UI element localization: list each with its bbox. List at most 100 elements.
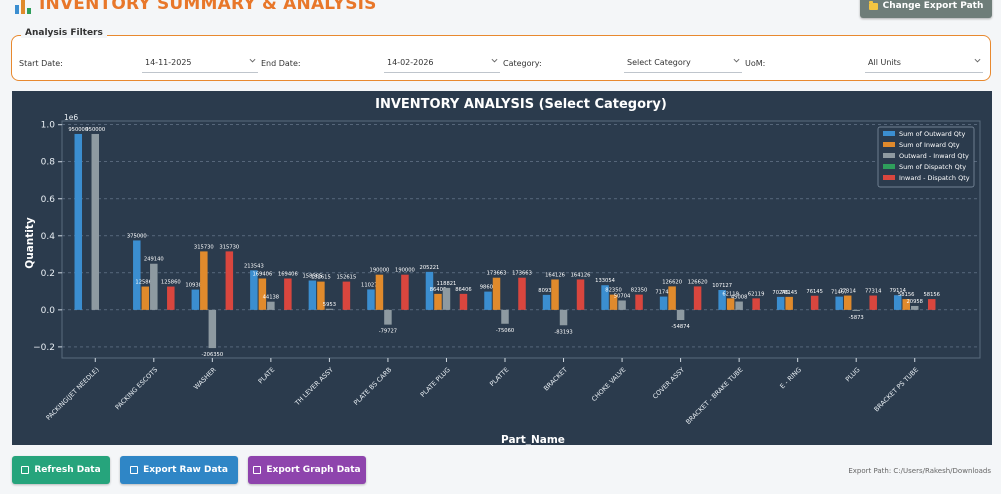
y-tick-label: 0.6 — [41, 195, 56, 205]
uom-select[interactable]: All Units — [865, 53, 983, 73]
bar — [843, 295, 852, 310]
bar — [576, 279, 585, 310]
x-tick-label: CHOKE VALVE — [590, 366, 627, 403]
bar — [191, 289, 200, 310]
chevron-down-icon — [733, 58, 740, 63]
bar — [810, 295, 819, 310]
data-label: 169406 — [278, 271, 298, 277]
data-label: 152615 — [311, 275, 331, 281]
bar — [434, 293, 442, 310]
footer-bar: Refresh Data Export Raw Data Export Grap… — [0, 448, 1001, 494]
x-tick-label: BRACKET - BRAKE TUBE — [684, 366, 744, 426]
data-label: 125860 — [135, 280, 155, 286]
data-label: 315730 — [194, 244, 214, 250]
export-graph-data-button[interactable]: Export Graph Data — [248, 456, 366, 484]
x-tick-label: PLUG — [844, 366, 862, 384]
bar — [317, 281, 325, 310]
bar — [735, 301, 743, 310]
start-date-value: 14-11-2025 — [145, 58, 192, 67]
data-label: 375000 — [127, 233, 147, 239]
bar — [902, 299, 910, 310]
x-tick-label: PLATTE — [488, 366, 510, 388]
bar — [459, 293, 468, 310]
refresh-data-button[interactable]: Refresh Data — [12, 456, 110, 484]
bar — [200, 251, 208, 310]
change-export-path-button[interactable]: Change Export Path — [860, 0, 992, 18]
bar — [601, 285, 609, 310]
bar — [284, 278, 292, 310]
y-tick-label: 1.0 — [41, 121, 56, 131]
bar — [250, 270, 258, 310]
data-label: 205221 — [420, 265, 440, 271]
bar — [668, 286, 676, 310]
data-label: 213543 — [244, 263, 264, 269]
category-select[interactable]: Select Category — [624, 53, 742, 73]
data-label: 169406 — [252, 271, 272, 277]
chevron-down-icon — [491, 58, 498, 63]
x-tick-label: BRACKET — [542, 366, 569, 393]
data-label: 190000 — [370, 268, 390, 274]
bar — [718, 290, 726, 310]
data-label: 58156 — [898, 292, 915, 298]
bar — [150, 263, 158, 310]
bar — [559, 309, 568, 326]
legend-swatch — [883, 164, 895, 169]
y-tick-label: −0.2 — [33, 343, 55, 353]
data-label: 80933 — [538, 288, 555, 294]
data-label: 77314 — [865, 289, 882, 295]
bar — [693, 286, 702, 310]
data-label: 58156 — [923, 292, 940, 298]
end-date-value: 14-02-2026 — [387, 58, 434, 67]
x-tick-label: BRACKET PS TUBE — [872, 366, 920, 414]
legend-entry: Sum of Inward Qty — [899, 141, 960, 149]
y-tick-label: 0.0 — [41, 306, 56, 316]
data-label: 125860 — [161, 280, 181, 286]
export-path-text: Export Path: C:/Users/Rakesh/Downloads — [848, 467, 991, 475]
legend-entry: Sum of Outward Qty — [899, 130, 965, 138]
export-raw-data-button[interactable]: Export Raw Data — [120, 456, 238, 484]
legend-entry: Inward - Dispatch Qty — [899, 174, 970, 182]
data-label: 164126 — [571, 272, 591, 278]
refresh-data-label: Refresh Data — [34, 465, 101, 475]
analysis-filters: Analysis Filters Start Date: 14-11-2025 … — [11, 28, 991, 81]
data-label: -54874 — [671, 324, 690, 330]
bar — [74, 133, 83, 310]
uom-value: All Units — [868, 58, 901, 67]
data-label: 98603 — [480, 285, 497, 291]
data-label: 86406 — [430, 287, 447, 293]
data-label: 173663 — [487, 271, 507, 277]
export-graph-data-label: Export Graph Data — [266, 465, 361, 475]
bar — [91, 133, 100, 310]
legend-swatch — [883, 142, 895, 147]
data-label: 164126 — [545, 272, 565, 278]
data-label: 20958 — [906, 299, 923, 305]
data-label: -79727 — [379, 329, 397, 335]
start-date-label: Start Date: — [19, 59, 63, 68]
bar — [869, 295, 877, 310]
x-tick-label: PLATE — [257, 366, 277, 386]
data-label: 158565 — [302, 274, 322, 280]
x-tick-label: TH LEVER ASSY — [293, 366, 335, 408]
bar — [258, 278, 267, 310]
bar — [308, 280, 317, 310]
bar — [776, 296, 785, 310]
x-tick-label: PACKING(JET NEEDLE) — [45, 366, 101, 422]
start-date-picker[interactable]: 14-11-2025 — [142, 53, 258, 73]
bar — [425, 271, 434, 310]
bar — [225, 251, 234, 310]
page-header: INVENTORY SUMMARY & ANALYSIS Change Expo… — [0, 0, 1001, 20]
filters-legend: Analysis Filters — [21, 28, 107, 38]
bar — [375, 274, 384, 310]
end-date-picker[interactable]: 14-02-2026 — [384, 53, 500, 73]
bar — [401, 274, 409, 310]
folder-icon — [868, 0, 878, 10]
bar — [133, 240, 141, 310]
data-label: 70245 — [772, 290, 789, 296]
x-tick-label: E - RING — [778, 366, 803, 391]
data-label: 126620 — [662, 279, 682, 285]
bar — [893, 295, 902, 310]
data-label: 249140 — [144, 257, 164, 263]
data-label: 86406 — [455, 287, 472, 293]
data-label: 82350 — [631, 288, 648, 294]
bar — [659, 296, 668, 310]
